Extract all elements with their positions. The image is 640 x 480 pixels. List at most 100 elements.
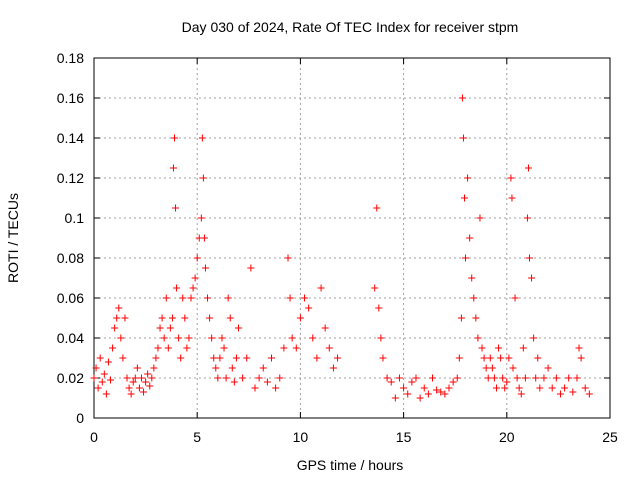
data-point: [424, 390, 432, 398]
data-point: [206, 314, 214, 322]
data-point: [96, 354, 104, 362]
x-tick-label: 0: [90, 429, 98, 445]
y-tick-label: 0.18: [57, 50, 84, 66]
y-tick-label: 0.14: [57, 130, 84, 146]
data-point: [508, 194, 516, 202]
data-point: [321, 324, 329, 332]
data-point: [462, 254, 470, 262]
data-point: [408, 378, 416, 386]
data-point: [146, 382, 154, 390]
data-point: [428, 374, 436, 382]
data-point: [140, 388, 148, 396]
y-tick-label: 0.12: [57, 170, 84, 186]
x-tick-label: 25: [602, 429, 618, 445]
data-point: [131, 374, 139, 382]
data-point: [127, 390, 135, 398]
data-point: [581, 384, 589, 392]
data-point: [437, 388, 445, 396]
data-point: [234, 324, 242, 332]
data-point: [507, 174, 515, 182]
data-point: [575, 344, 583, 352]
y-axis-label: ROTI / TECUs: [5, 193, 21, 283]
data-point: [433, 386, 441, 394]
data-point: [499, 374, 507, 382]
data-point: [478, 344, 486, 352]
data-point: [577, 354, 585, 362]
data-point: [515, 384, 523, 392]
data-point: [175, 334, 183, 342]
data-point: [210, 354, 218, 362]
data-point: [404, 390, 412, 398]
data-point: [329, 364, 337, 372]
data-point: [464, 174, 472, 182]
data-point: [200, 234, 208, 242]
data-point: [212, 364, 220, 372]
data-point: [166, 324, 174, 332]
data-point: [377, 334, 385, 342]
data-point: [569, 388, 577, 396]
data-point: [129, 378, 137, 386]
x-tick-label: 5: [193, 429, 201, 445]
y-tick-label: 0.1: [65, 210, 85, 226]
y-axis-ticks: 0 0.02 0.04 0.06 0.08 0.1 0.12 0.14 0.16 0.18: [57, 50, 610, 426]
data-point: [445, 384, 453, 392]
data-point: [517, 390, 525, 398]
data-point: [556, 390, 564, 398]
data-point: [284, 254, 292, 262]
data-point: [156, 324, 164, 332]
data-point: [490, 374, 498, 382]
data-point: [482, 364, 490, 372]
data-point: [526, 254, 534, 262]
data-point: [100, 370, 108, 378]
data-point: [296, 314, 304, 322]
data-point: [172, 204, 180, 212]
data-point: [107, 376, 115, 384]
data-point: [201, 264, 209, 272]
data-point: [187, 294, 195, 302]
data-point: [511, 294, 519, 302]
data-point: [420, 384, 428, 392]
data-point: [224, 294, 232, 302]
data-point: [102, 390, 110, 398]
data-point: [325, 344, 333, 352]
data-point: [177, 354, 185, 362]
data-point: [162, 294, 170, 302]
data-point: [94, 384, 102, 392]
data-point: [226, 314, 234, 322]
data-point: [505, 354, 513, 362]
data-point: [513, 374, 521, 382]
data-point: [480, 354, 488, 362]
chart-title: Day 030 of 2024, Rate Of TEC Index for r…: [182, 19, 519, 35]
data-point: [98, 378, 106, 386]
data-point: [301, 294, 309, 302]
data-point: [383, 374, 391, 382]
data-point: [181, 314, 189, 322]
data-point: [148, 374, 156, 382]
data-point: [387, 378, 395, 386]
x-tick-label: 20: [499, 429, 515, 445]
data-point: [198, 134, 206, 142]
data-point: [573, 374, 581, 382]
data-point: [288, 334, 296, 342]
data-point: [164, 344, 172, 352]
data-point: [468, 274, 476, 282]
data-point: [530, 334, 538, 342]
y-tick-label: 0.06: [57, 290, 84, 306]
data-point: [548, 384, 556, 392]
data-point: [313, 354, 321, 362]
data-point: [455, 354, 463, 362]
data-point: [197, 214, 205, 222]
data-point: [169, 164, 177, 172]
data-point: [286, 294, 294, 302]
data-point: [170, 134, 178, 142]
y-tick-label: 0.08: [57, 250, 84, 266]
data-point: [375, 304, 383, 312]
data-point: [373, 204, 381, 212]
data-point: [534, 354, 542, 362]
data-point: [472, 314, 480, 322]
data-point: [412, 374, 420, 382]
data-point: [460, 194, 468, 202]
data-point: [150, 364, 158, 372]
data-point: [523, 214, 531, 222]
